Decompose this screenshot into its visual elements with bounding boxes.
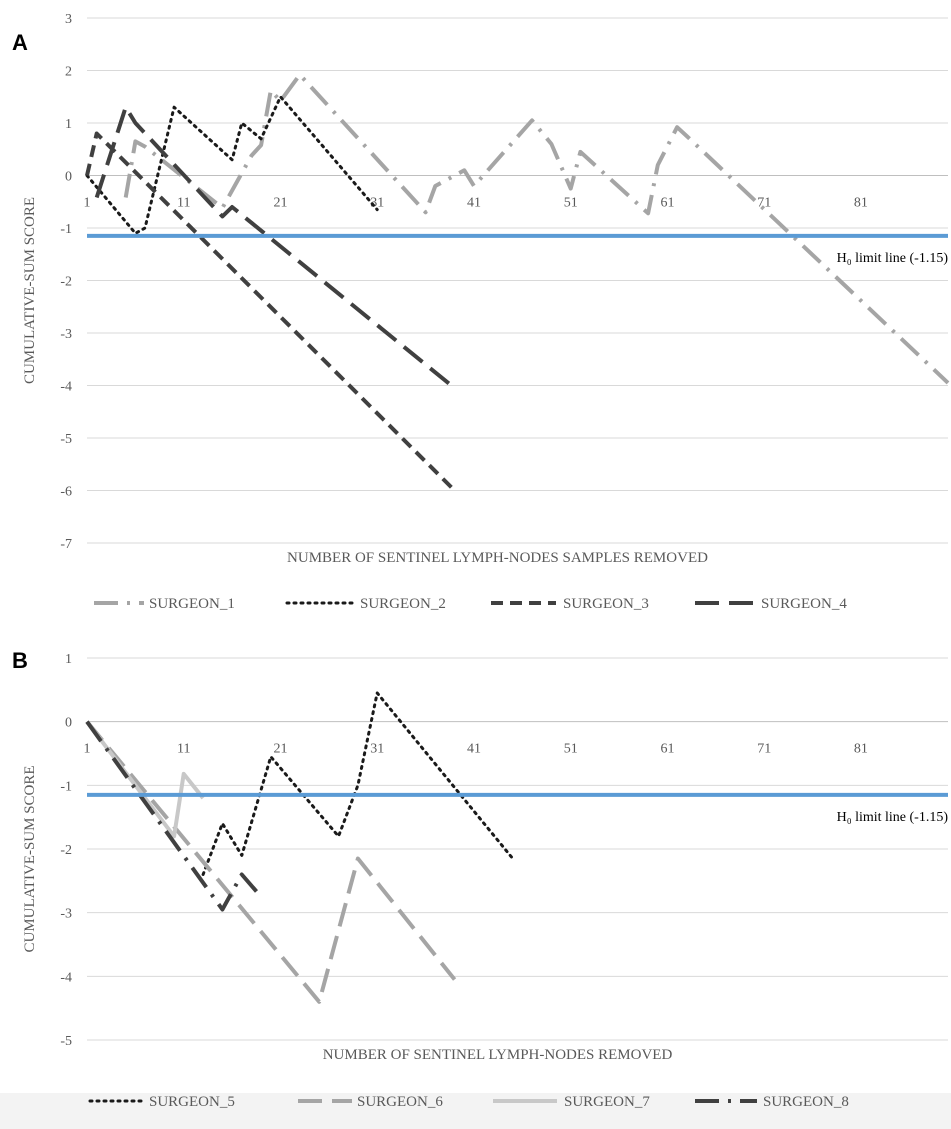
y-tick-label: -5 [60, 432, 72, 447]
y-tick-label: -3 [60, 327, 72, 342]
y-axis-title: CUMULATIVE-SUM SCORE [22, 765, 38, 952]
legend-label: SURGEON_6 [357, 1094, 443, 1110]
x-tick-label: 31 [370, 742, 384, 757]
h0-limit-label: H₀ limit line (-1.15) [837, 251, 949, 266]
y-tick-label: 0 [65, 170, 72, 185]
y-tick-label: -1 [60, 779, 72, 794]
x-tick-label: 1 [84, 196, 91, 211]
x-tick-label: 71 [757, 196, 771, 211]
panel-letter: A [12, 30, 28, 55]
y-tick-label: 1 [65, 652, 72, 667]
legend-label: SURGEON_7 [564, 1094, 650, 1110]
y-tick-label: 0 [65, 716, 72, 731]
y-axis-title: CUMULATIVE-SUM SCORE [22, 197, 38, 384]
x-tick-label: 81 [854, 196, 868, 211]
legend-label: SURGEON_4 [761, 596, 847, 612]
series-line-surgeon_7 [85, 720, 205, 839]
x-tick-label: 41 [467, 742, 481, 757]
x-tick-label: 81 [854, 742, 868, 757]
series-line-surgeon_8 [85, 720, 263, 912]
series-line-surgeon_5 [201, 691, 515, 876]
panel-letter: B [12, 648, 28, 673]
series-line-surgeon_1 [123, 72, 950, 385]
y-tick-label: 2 [65, 65, 72, 80]
x-tick-label: 51 [564, 742, 578, 757]
legend-label: SURGEON_2 [360, 596, 446, 612]
y-tick-label: -4 [60, 380, 72, 395]
legend-label: SURGEON_1 [149, 596, 235, 612]
y-tick-label: -1 [60, 222, 72, 237]
y-tick-label: -2 [60, 843, 72, 858]
y-tick-label: -6 [60, 485, 72, 500]
x-tick-label: 21 [273, 742, 287, 757]
x-tick-label: 1 [84, 742, 91, 757]
chart-panel-b: B 10-1-2-3-4-51 11 21 31 41 51 61 71 81CUMULATIVE… [12, 648, 948, 1110]
x-tick-label: 61 [660, 196, 674, 211]
x-axis-title: NUMBER OF SENTINEL LYMPH-NODES SAMPLES R… [287, 550, 708, 566]
legend-label: SURGEON_8 [763, 1094, 849, 1110]
x-axis-title: NUMBER OF SENTINEL LYMPH-NODES REMOVED [323, 1047, 673, 1063]
legend-background-strip [0, 1093, 951, 1129]
legend-label: SURGEON_3 [563, 596, 649, 612]
y-tick-label: 3 [65, 12, 72, 27]
y-tick-label: -5 [60, 1034, 72, 1049]
x-tick-label: 61 [660, 742, 674, 757]
x-tick-label: 31 [370, 196, 384, 211]
x-tick-label: 41 [467, 196, 481, 211]
x-tick-label: 71 [757, 742, 771, 757]
x-tick-label: 11 [177, 742, 190, 757]
legend-label: SURGEON_5 [149, 1094, 235, 1110]
y-tick-label: -4 [60, 970, 72, 985]
x-tick-label: 11 [177, 196, 190, 211]
x-tick-label: 21 [273, 196, 287, 211]
y-tick-label: -7 [60, 537, 72, 552]
h0-limit-label: H₀ limit line (-1.15) [837, 810, 949, 825]
x-tick-label: 51 [564, 196, 578, 211]
y-tick-label: -3 [60, 907, 72, 922]
series-line-surgeon_3 [85, 131, 457, 492]
series-line-surgeon_6 [85, 720, 457, 1004]
series-line-surgeon_4 [94, 105, 456, 390]
y-tick-label: 1 [65, 117, 72, 132]
y-tick-label: -2 [60, 275, 72, 290]
series-line-surgeon_2 [85, 95, 379, 235]
